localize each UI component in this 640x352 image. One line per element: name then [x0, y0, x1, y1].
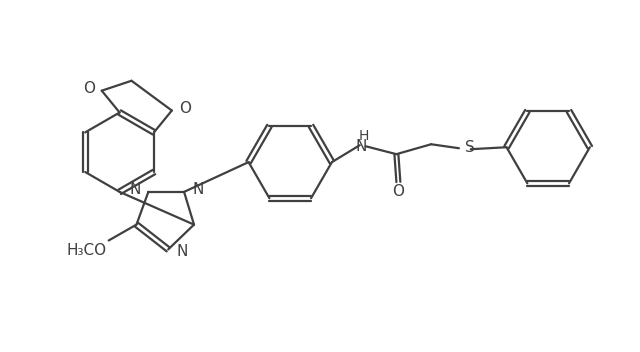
Text: H₃CO: H₃CO: [67, 243, 107, 258]
Text: O: O: [392, 184, 404, 199]
Text: N: N: [356, 139, 367, 154]
Text: N: N: [176, 244, 188, 259]
Text: O: O: [83, 81, 95, 96]
Text: O: O: [179, 101, 191, 116]
Text: H: H: [358, 129, 369, 143]
Text: S: S: [465, 140, 475, 155]
Text: N: N: [192, 182, 204, 197]
Text: N: N: [129, 182, 140, 197]
